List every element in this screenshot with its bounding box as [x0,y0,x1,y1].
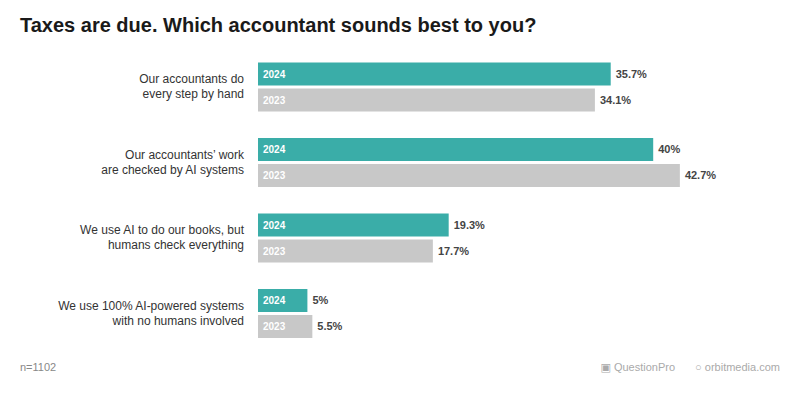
svg-text:19.3%: 19.3% [454,219,485,231]
svg-text:42.7%: 42.7% [685,169,716,181]
svg-text:5.5%: 5.5% [317,320,342,332]
svg-text:2023: 2023 [263,321,286,332]
svg-text:2024: 2024 [263,69,286,80]
svg-text:We use AI to do our books, but: We use AI to do our books, buthumans che… [80,223,245,252]
html-text:Taxes are due. Which accountan: Taxes are due. Which accountant sounds b… [20,14,537,36]
html-text:n=1102: n=1102 [20,361,57,373]
svg-text:2024: 2024 [263,220,286,231]
svg-text:40%: 40% [658,143,680,155]
svg-text:2024: 2024 [263,295,286,306]
svg-text:5%: 5% [312,294,328,306]
html-text:○ orbitmedia.com: ○ orbitmedia.com [695,361,780,373]
svg-text:17.7%: 17.7% [438,245,469,257]
svg-text:2023: 2023 [263,246,286,257]
svg-text:Our accountants’ workare check: Our accountants’ workare checked by AI s… [101,148,245,177]
svg-text:34.1%: 34.1% [600,94,631,106]
svg-text:2023: 2023 [263,95,286,106]
svg-text:We use 100% AI-powered systems: We use 100% AI-powered systemswith no hu… [58,299,244,328]
html-text:▣ QuestionPro: ▣ QuestionPro [600,361,676,373]
svg-text:35.7%: 35.7% [616,68,647,80]
svg-text:2024: 2024 [263,144,286,155]
svg-text:2023: 2023 [263,170,286,181]
svg-text:Our accountants doevery step b: Our accountants doevery step by hand [139,72,244,101]
